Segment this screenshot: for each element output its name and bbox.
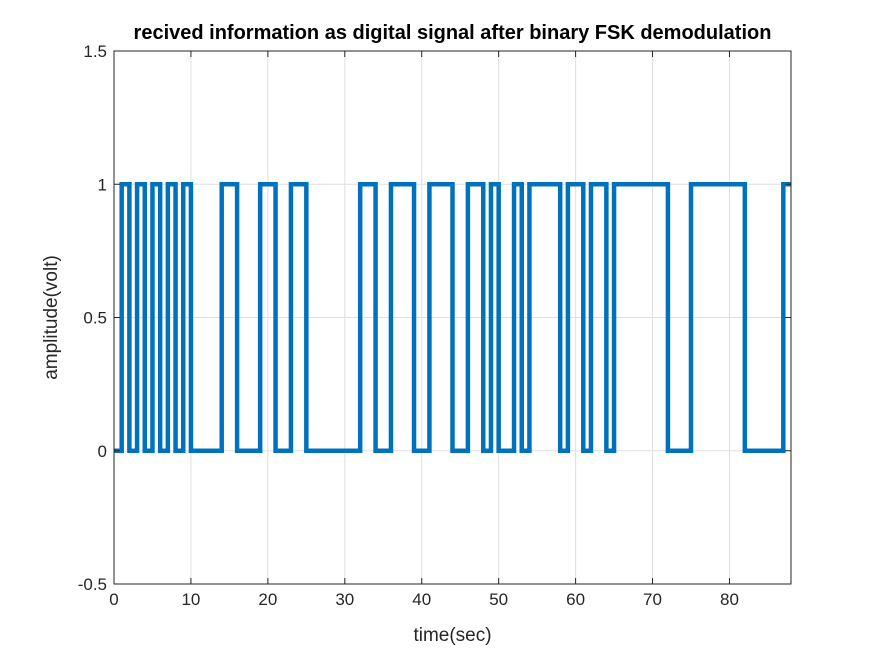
x-tick-label: 10	[181, 590, 200, 609]
x-tick-label: 80	[720, 590, 739, 609]
y-axis-title: amplitude(volt)	[41, 255, 62, 380]
signal-series-line	[114, 182, 791, 453]
x-tick-label: 70	[643, 590, 662, 609]
x-tick-label: 50	[489, 590, 508, 609]
x-tick-label: 40	[412, 590, 431, 609]
x-tick-label: 0	[109, 590, 118, 609]
y-tick-label: 1	[98, 175, 107, 194]
x-tick-label: 30	[335, 590, 354, 609]
x-axis-title: time(sec)	[413, 625, 491, 646]
y-tick-label: 0.5	[83, 309, 107, 328]
y-tick-label: 1.5	[83, 42, 107, 61]
y-tick-label: -0.5	[78, 575, 107, 594]
y-tick-label: 0	[98, 442, 107, 461]
ticks: 0 10 20 30 40 50 60 70 80-0.500.511.5	[78, 42, 791, 609]
x-tick-label: 20	[258, 590, 277, 609]
chart-title: recived information as digital signal af…	[134, 22, 772, 44]
x-tick-label: 60	[566, 590, 585, 609]
series-layer	[114, 182, 791, 453]
